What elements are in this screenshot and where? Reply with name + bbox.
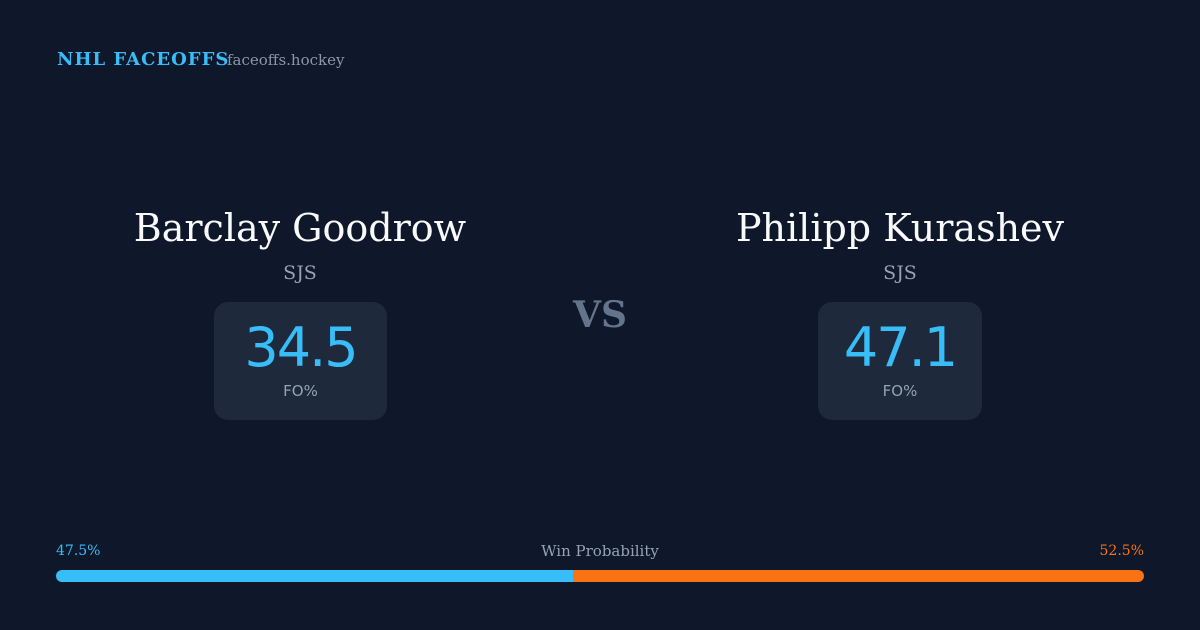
win-prob-title: Win Probability bbox=[541, 542, 659, 560]
stat-value: 34.5 bbox=[244, 316, 358, 379]
stat-label: FO% bbox=[283, 382, 318, 400]
stat-card: 47.1 FO% bbox=[818, 302, 982, 420]
brand: NHL FACEOFFS bbox=[57, 49, 230, 70]
stat-label: FO% bbox=[882, 382, 918, 400]
vs: VS bbox=[573, 294, 627, 336]
win-prob-segment bbox=[56, 570, 573, 582]
stat-card: 34.5 FO% bbox=[214, 302, 387, 420]
stat-value: 47.1 bbox=[843, 316, 958, 379]
player-team: SJS bbox=[883, 262, 917, 284]
site: faceoffs.hockey bbox=[227, 51, 345, 69]
win-prob-left: 47.5% bbox=[56, 543, 101, 559]
win-prob-right: 52.5% bbox=[1099, 543, 1144, 559]
player-name: Barclay Goodrow bbox=[133, 206, 467, 250]
player-team: SJS bbox=[283, 262, 317, 284]
player-name: Philipp Kurashev bbox=[735, 206, 1064, 250]
win-prob-segment bbox=[572, 570, 1144, 582]
win-prob-bar bbox=[56, 570, 1144, 582]
